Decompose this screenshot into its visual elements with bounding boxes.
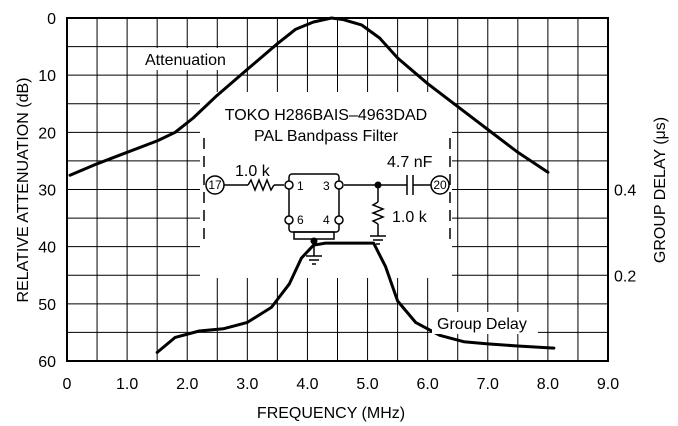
x-tick-label: 3.0	[236, 376, 258, 393]
y-left-tick-labels: 0 10 20 30 40 50 60	[38, 11, 56, 371]
resistor-r1	[247, 177, 275, 193]
output-node-label: 20	[433, 178, 447, 192]
r2-label: 1.0 k	[392, 209, 428, 226]
attenuation-line	[68, 16, 550, 177]
series-label-attenuation: Attenuation	[145, 52, 226, 69]
package-pins	[284, 180, 344, 225]
x-tick-label: 7.0	[477, 376, 499, 393]
x-tick-label: 6.0	[417, 376, 439, 393]
group-delay-line	[155, 241, 556, 354]
y-right-tick-label: 0.4	[614, 183, 636, 200]
series-label-bg	[140, 48, 538, 334]
y-right-axis-title: GROUP DELAY (μs)	[652, 117, 669, 263]
y-right-tick-label: 0.2	[614, 268, 636, 285]
pin-label-3: 3	[323, 179, 330, 193]
y-left-tick-label: 10	[38, 68, 56, 85]
series-lines	[68, 16, 556, 354]
x-tick-label: 2.0	[176, 376, 198, 393]
series-label-group-delay: Group Delay	[437, 316, 527, 333]
y-left-tick-label: 40	[38, 240, 56, 257]
y-left-tick-label: 20	[38, 125, 56, 142]
pin-label-6: 6	[297, 213, 304, 227]
c-label: 4.7 nF	[387, 154, 433, 171]
dashed-brackets	[203, 138, 451, 246]
x-tick-label: 8.0	[537, 376, 559, 393]
y-right-tick-labels: 0.4 0.2	[614, 183, 636, 286]
x-tick-label: 0	[63, 376, 72, 393]
resistor-r2	[370, 201, 386, 225]
pin-label-1: 1	[297, 179, 304, 193]
y-left-tick-label: 60	[38, 354, 56, 371]
x-axis-title: FREQUENCY (MHz)	[257, 405, 405, 422]
inset-title-part: TOKO H286BAIS–4963DAD	[225, 107, 427, 124]
y-left-tick-label: 50	[38, 297, 56, 314]
y-left-tick-label: 0	[47, 11, 56, 28]
y-left-tick-label: 30	[38, 183, 56, 200]
inset-title-desc: PAL Bandpass Filter	[254, 128, 399, 145]
x-tick-labels: 0 1.0 2.0 3.0 4.0 5.0 6.0 7.0 8.0 9.0	[63, 376, 620, 393]
r1-label: 1.0 k	[235, 163, 271, 180]
x-tick-label: 4.0	[296, 376, 318, 393]
x-tick-label: 5.0	[356, 376, 378, 393]
x-tick-label: 9.0	[597, 376, 619, 393]
filter-schematic: TOKO H286BAIS–4963DAD PAL Bandpass Filte…	[203, 107, 451, 265]
pin-label-4: 4	[323, 213, 330, 227]
y-left-axis-title: RELATIVE ATTENUATION (dB)	[15, 78, 32, 303]
x-tick-label: 1.0	[116, 376, 138, 393]
input-node-label: 17	[208, 178, 222, 192]
